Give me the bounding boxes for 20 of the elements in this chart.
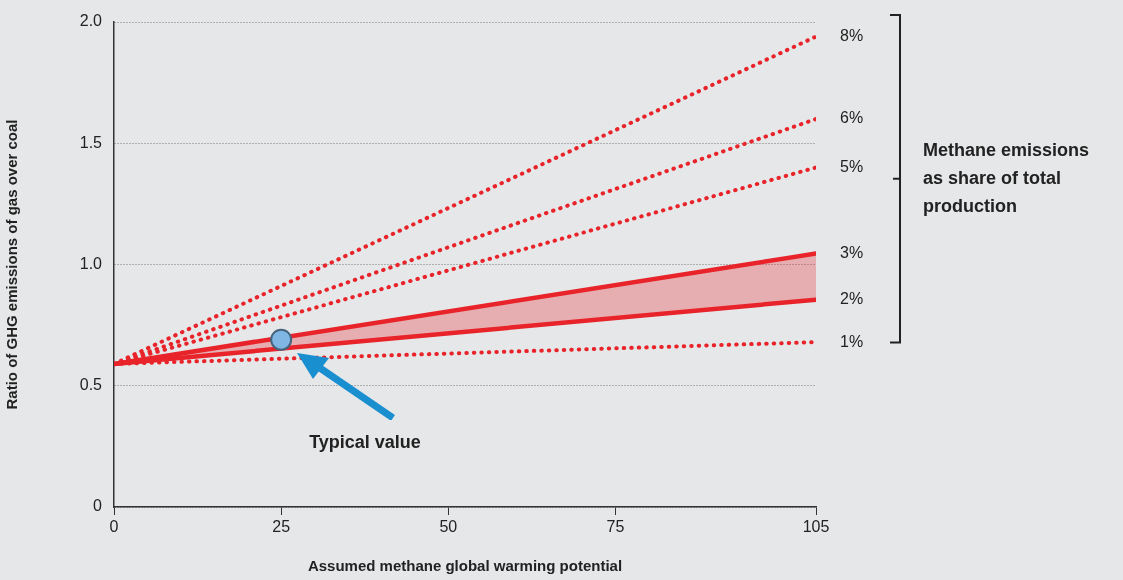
series-label: 8% [840,26,864,44]
x-tick-label: 25 [272,518,291,536]
series-label: 1% [840,332,864,350]
series-label: 2% [840,290,864,308]
y-tick-label: 1.0 [79,254,103,272]
annotation: Typical value [309,431,421,453]
y-tick-label: 0 [93,497,103,515]
y-tick-label: 2.0 [79,12,103,30]
x-axis-title: Assumed methane global warming potential [307,557,623,575]
x-tick-label: 50 [439,518,458,536]
series-label: 3% [840,243,864,261]
x-tick-label: 75 [606,518,625,536]
y-axis-title: Ratio of GHG emissions of gas over coal [3,119,21,410]
series-label: 6% [840,109,864,127]
y-tick-label: 1.5 [79,133,103,151]
x-tick-label: 105 [802,518,830,536]
y-tick-label: 0.5 [79,376,103,394]
x-tick-label: 0 [109,518,119,536]
legend-title: Methane emissions as share of total production [923,139,1091,219]
series-label: 5% [840,157,864,175]
